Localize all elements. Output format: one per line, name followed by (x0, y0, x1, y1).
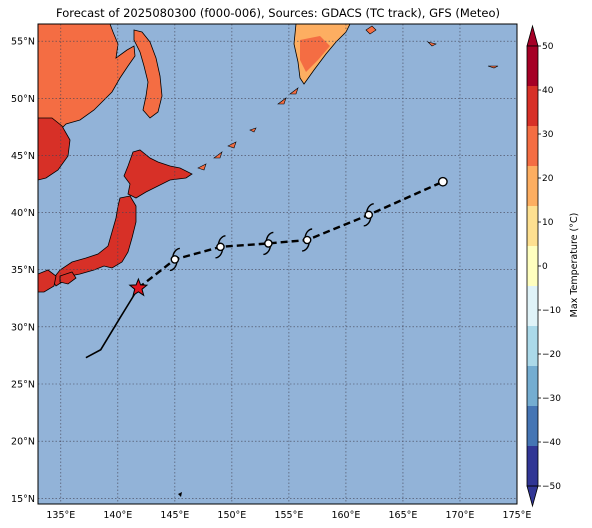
latitude-tick-label: 40°N (11, 208, 35, 219)
longitude-labels: 135°E 140°E 145°E 150°E 155°E 160°E 165°E 170°E… (46, 510, 531, 521)
latitude-labels: 55°N 50°N 45°N 40°N 35°N 30°N 25°N 20°N 15°N (11, 37, 35, 505)
colorbar-swatch (527, 166, 538, 207)
colorbar-extend-min (526, 485, 539, 508)
land-sakhalin (133, 29, 163, 119)
colorbar-tick-label: −40 (542, 438, 561, 448)
land-shikoku (59, 271, 77, 285)
longitude-tick-label: 165°E (389, 510, 418, 521)
longitude-tick-label: 150°E (217, 510, 246, 521)
longitude-tick-label: 155°E (274, 510, 303, 521)
colorbar-tick-label: −30 (542, 394, 561, 404)
tropical-storm-marker (302, 228, 313, 252)
land-layer (38, 24, 499, 497)
latitude-tick-label: 15°N (11, 494, 35, 505)
forecast-points (169, 176, 448, 272)
land-izu-islands (178, 492, 182, 497)
low-pressure-marker (437, 176, 448, 187)
longitude-tick-label: 140°E (103, 510, 132, 521)
past-track-line (85, 287, 140, 359)
colorbar-tick-label: 50 (542, 42, 554, 52)
longitude-tick-label: 145°E (160, 510, 189, 521)
tropical-storm-marker (215, 235, 226, 259)
current-position-star (128, 277, 149, 297)
longitude-tick-label: 160°E (331, 510, 360, 521)
colorbar-swatch (527, 406, 538, 447)
colorbar-tick-label: 10 (542, 218, 554, 228)
map-frame (37, 23, 518, 505)
colorbar-tick-label: 40 (542, 86, 554, 96)
land-hokkaido (123, 149, 193, 199)
colorbar-tick-label: 0 (542, 262, 548, 272)
colorbar-swatch (527, 246, 538, 287)
land-kyushu (38, 269, 57, 293)
colorbar-swatch (527, 366, 538, 407)
colorbar-swatch (527, 206, 538, 247)
land-kurils (197, 87, 299, 171)
colorbar-label: Max Temperature (°C) (569, 213, 580, 318)
colorbar-swatch (527, 286, 538, 327)
land-korea (38, 117, 71, 181)
land-kamchatka-warm (300, 36, 330, 72)
colorbar-swatch (527, 446, 538, 487)
latitude-tick-label: 45°N (11, 151, 35, 162)
latitude-tick-label: 50°N (11, 94, 35, 105)
longitude-tick-label: 170°E (446, 510, 475, 521)
colorbar-tick-label: −50 (542, 482, 561, 492)
latitude-tick-label: 35°N (11, 265, 35, 276)
latitude-tick-label: 25°N (11, 380, 35, 391)
colorbar-tick-label: 20 (542, 174, 554, 184)
colorbar-tick-label: −10 (542, 306, 561, 316)
colorbar-swatch (527, 326, 538, 367)
colorbar-tick-label: −20 (542, 350, 561, 360)
land-commander-islands (365, 25, 499, 69)
colorbar-tick-label: 30 (542, 130, 554, 140)
latitude-tick-label: 20°N (11, 437, 35, 448)
colorbar-swatch (527, 46, 538, 87)
colorbar: 50 40 30 20 10 0 −10 −20 −30 −40 −50 (526, 24, 561, 508)
latitude-tick-label: 30°N (11, 322, 35, 333)
colorbar-swatch (527, 126, 538, 167)
tropical-storm-marker (263, 231, 274, 256)
map-title: Forecast of 2025080300 (f000-006), Sourc… (56, 6, 500, 20)
colorbar-swatch (527, 86, 538, 127)
latitude-tick-label: 55°N (11, 37, 35, 48)
colorbar-extend-max (526, 24, 539, 47)
tropical-storm-marker (363, 203, 374, 227)
tropical-storm-marker (169, 247, 180, 272)
longitude-tick-label: 175°E (503, 510, 532, 521)
longitude-tick-label: 135°E (46, 510, 75, 521)
